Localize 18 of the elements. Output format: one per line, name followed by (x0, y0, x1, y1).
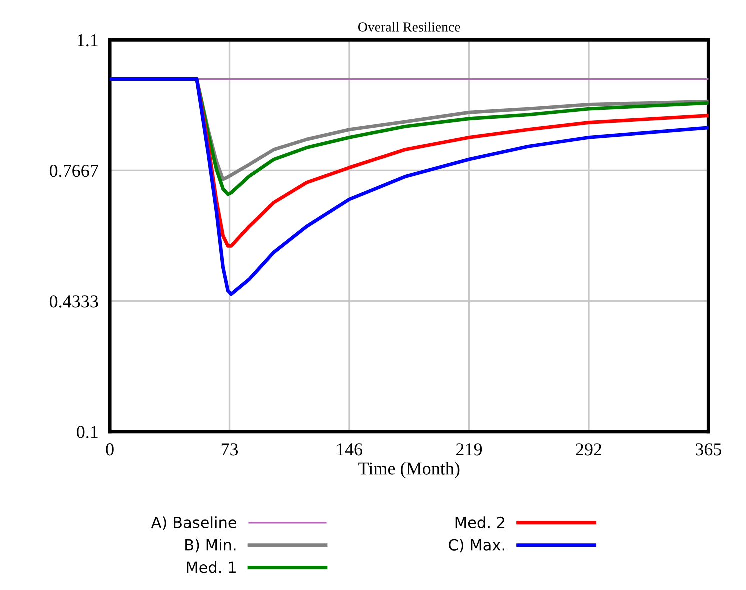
x-tick-label: 0 (106, 444, 114, 456)
x-tick-label: 292 (576, 444, 602, 456)
x-tick-label: 73 (222, 444, 238, 456)
x-tick-label: 365 (696, 444, 722, 456)
x-tick-label: 146 (338, 444, 363, 456)
legend-label: A) Baseline (151, 516, 237, 530)
y-tick-label: 0.4333 (50, 296, 98, 308)
chart-title: Overall Resilience (358, 22, 460, 32)
line-series (110, 78, 709, 296)
legend-label: B) Min. (186, 539, 236, 553)
legend-label: C) Max. (449, 539, 504, 553)
y-tick-label: 0.7667 (50, 164, 98, 178)
y-tick-label: 0.1 (77, 426, 98, 438)
y-tick-label: 1.1 (78, 34, 98, 47)
x-tick-label: 219 (456, 444, 482, 456)
legend-label: Med. 1 (187, 561, 236, 574)
legend-label: Med. 2 (456, 516, 505, 528)
x-axis-title: Time (Month) (358, 462, 460, 479)
